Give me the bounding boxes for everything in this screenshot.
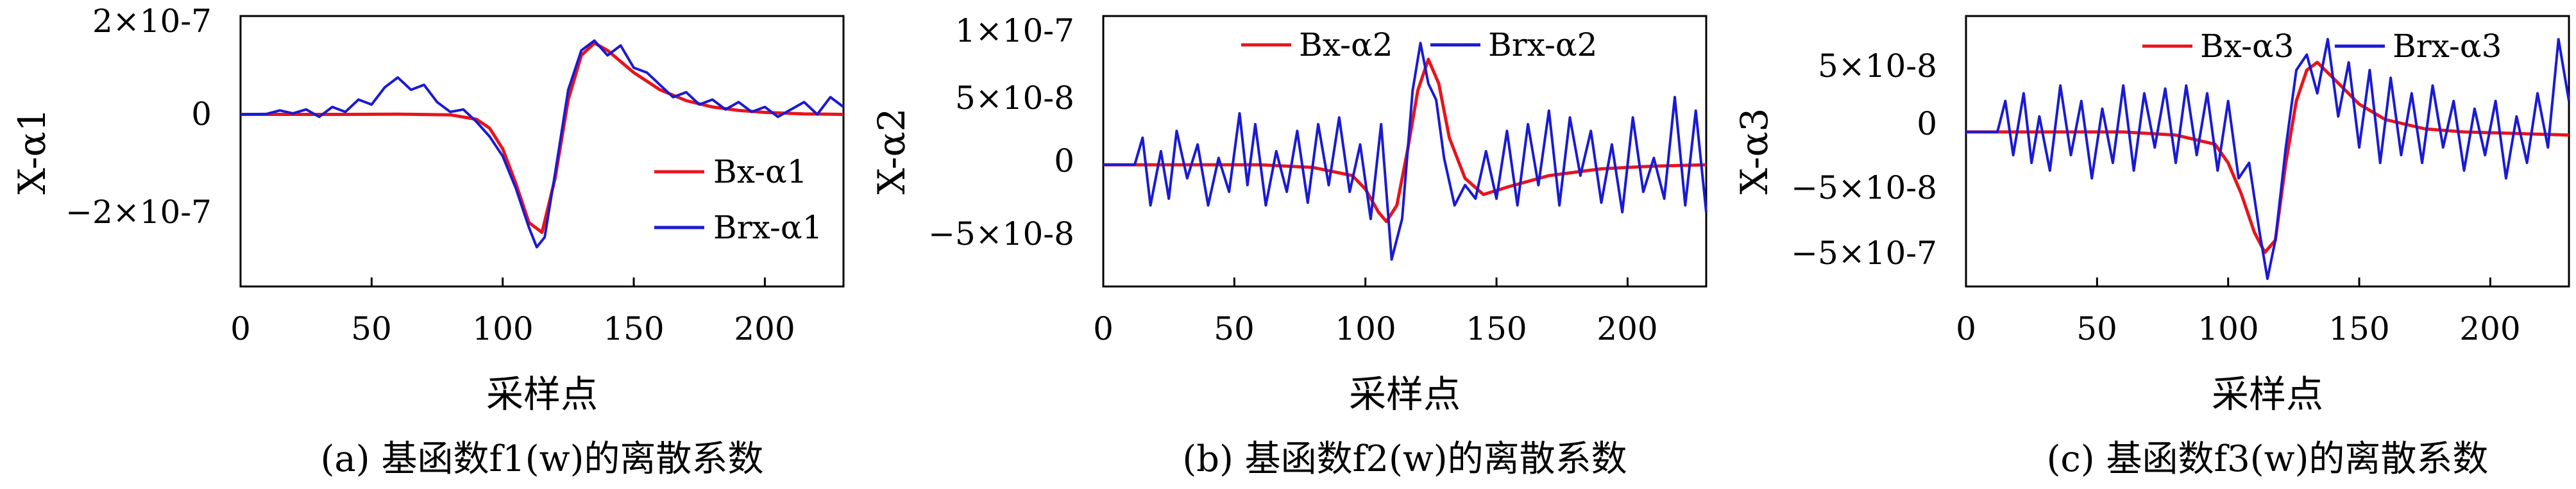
x-tick-c-100: 100	[2198, 310, 2258, 347]
y-tick-a-zero: 0	[191, 95, 212, 133]
panel-c: 0 50 100 150 200 5×10-8 0 −5×10-8 −5×10-…	[1733, 15, 2570, 480]
series-line-b-brx	[1103, 42, 1707, 261]
legend-label-c-1: Bx-α3	[2200, 28, 2294, 65]
series-line-a-bx	[241, 41, 844, 235]
series-line-a-brx	[240, 39, 845, 249]
caption-c: (c) 基函数f3(w)的离散系数	[2047, 438, 2489, 480]
y-tick-b-1: 1×10-7	[955, 12, 1074, 49]
x-tick-a-150: 150	[603, 310, 664, 347]
y-tick-b-2: 5×10-8	[955, 79, 1074, 117]
x-tick-c-0: 0	[1956, 310, 1976, 347]
x-tick-b-0: 0	[1093, 310, 1114, 347]
x-tick-c-200: 200	[2459, 310, 2520, 347]
x-tick-a-0: 0	[230, 310, 251, 347]
y-tick-c-3: −5×10-8	[1791, 169, 1937, 206]
legend-label-a-2: Brx-α1	[713, 209, 822, 246]
x-tick-b-100: 100	[1335, 310, 1396, 347]
caption-b: (b) 基函数f2(w)的离散系数	[1182, 438, 1627, 480]
plot-frame-c	[1965, 15, 2570, 288]
x-axis-label-a: 采样点	[486, 372, 598, 416]
y-tick-c-1: 5×10-8	[1818, 47, 1937, 85]
plot-frame-b	[1102, 15, 1707, 288]
x-tick-a-200: 200	[734, 310, 795, 347]
panel-a: 0 50 100 150 200 2×10-7 0 −2×10-7 采样点 X-…	[10, 3, 845, 480]
series-line-b-bx	[1103, 58, 1707, 224]
caption-a: (a) 基函数f1(w)的离散系数	[321, 438, 764, 480]
legend-label-a-1: Bx-α1	[713, 153, 808, 190]
x-tick-a-100: 100	[472, 310, 533, 347]
x-axis-label-b: 采样点	[1349, 372, 1461, 416]
y-axis-label-b: X-α2	[870, 108, 913, 195]
x-axis-label-c: 采样点	[2212, 372, 2323, 416]
y-axis-label-c: X-α3	[1733, 108, 1776, 195]
panel-b: 0 50 100 150 200 1×10-7 5×10-8 0 −5×10-8…	[870, 12, 1707, 480]
legend-label-b-1: Bx-α2	[1299, 26, 1393, 63]
series-group-c	[1965, 38, 2570, 286]
series-group-b	[1102, 42, 1707, 286]
y-tick-b-4: −5×10-8	[928, 215, 1074, 253]
series-line-c-brx	[1966, 38, 2570, 280]
x-tick-b-50: 50	[1214, 310, 1255, 347]
y-tick-c-4: −5×10-7	[1791, 235, 1937, 272]
series-line-c-bx	[1966, 60, 2570, 254]
x-tick-c-150: 150	[2328, 310, 2389, 347]
plot-frame-a	[239, 15, 845, 288]
y-tick-a-top: 2×10-7	[92, 3, 212, 40]
x-tick-a-50: 50	[351, 310, 392, 347]
x-tick-c-50: 50	[2076, 310, 2117, 347]
y-tick-b-3: 0	[1054, 142, 1074, 179]
legend-label-b-2: Brx-α2	[1488, 26, 1597, 63]
x-tick-b-150: 150	[1466, 310, 1527, 347]
x-tick-b-200: 200	[1597, 310, 1657, 347]
legend-label-c-2: Brx-α3	[2393, 28, 2502, 65]
series-group-a	[239, 39, 845, 286]
y-tick-a-bottom: −2×10-7	[65, 194, 212, 231]
y-axis-label-a: X-α1	[10, 108, 54, 195]
y-tick-c-2: 0	[1917, 105, 1937, 142]
